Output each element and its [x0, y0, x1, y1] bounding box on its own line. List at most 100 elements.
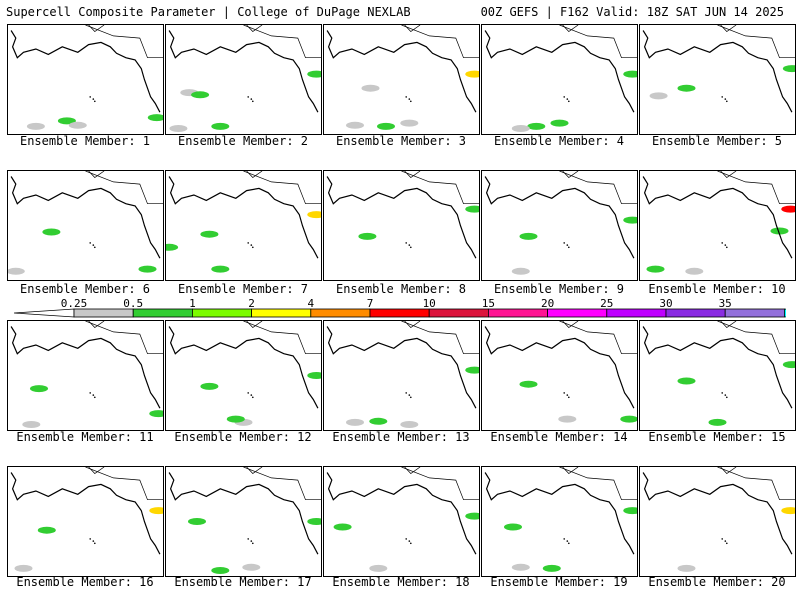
scp-area	[465, 512, 479, 520]
colorbar-segment	[547, 308, 608, 318]
border-line	[85, 171, 163, 205]
border-line	[401, 321, 479, 355]
scp-area	[620, 415, 637, 423]
island	[94, 542, 96, 545]
map-canvas	[10, 25, 163, 130]
island	[247, 538, 249, 540]
island	[566, 540, 569, 542]
scp-area	[211, 567, 230, 574]
scp-area	[169, 125, 188, 132]
colorbar-tick-label: 4	[307, 297, 315, 310]
colorbar	[14, 308, 786, 318]
colorbar-tick-label: 35	[718, 297, 732, 310]
island	[410, 396, 412, 399]
border-line	[85, 25, 163, 59]
map-canvas	[642, 467, 795, 572]
border-line	[720, 467, 737, 474]
member-map-1	[7, 24, 164, 135]
member-map-6	[7, 170, 164, 281]
map-canvas	[168, 321, 321, 426]
island	[568, 542, 570, 545]
coastline	[326, 472, 477, 555]
island	[566, 394, 569, 396]
scp-area	[8, 267, 25, 275]
scp-area	[149, 410, 163, 418]
coastline	[168, 176, 319, 259]
map-canvas	[10, 321, 163, 428]
scp-area	[149, 507, 163, 515]
scp-area	[369, 564, 388, 572]
scp-area	[558, 415, 577, 423]
scp-area	[346, 121, 364, 129]
scp-area	[465, 366, 479, 374]
member-caption: Ensemble Member: 2	[177, 134, 309, 148]
island	[405, 538, 407, 540]
coastline	[168, 30, 319, 113]
coastline	[484, 176, 635, 259]
scp-area	[333, 523, 352, 531]
member-caption: Ensemble Member: 6	[19, 282, 151, 296]
island	[94, 100, 96, 103]
member-map-13	[323, 320, 480, 431]
colorbar-segment	[428, 308, 489, 318]
colorbar-under-arrow	[14, 308, 75, 318]
scp-area	[37, 526, 56, 534]
member-caption: Ensemble Member: 15	[648, 430, 786, 444]
border-line	[717, 321, 795, 355]
scp-area	[685, 267, 704, 275]
map-canvas	[326, 321, 479, 428]
border-line	[243, 321, 321, 355]
scp-area	[200, 230, 219, 238]
scp-area	[346, 418, 364, 426]
scp-area	[30, 385, 48, 393]
member-caption: Ensemble Member: 12	[174, 430, 312, 444]
border-line	[404, 171, 421, 178]
member-caption: Ensemble Member: 13	[332, 430, 470, 444]
member-map-20	[639, 466, 796, 577]
member-map-2	[165, 24, 322, 135]
map-canvas	[168, 467, 321, 574]
member-caption: Ensemble Member: 7	[177, 282, 309, 296]
member-caption: Ensemble Member: 19	[490, 575, 628, 589]
member-caption: Ensemble Member: 14	[490, 430, 628, 444]
map-canvas	[168, 25, 321, 132]
border-line	[85, 321, 163, 355]
scp-area	[677, 564, 696, 572]
colorbar-tick-label: 0.25	[60, 297, 88, 310]
colorbar-segment	[606, 308, 667, 318]
border-line	[404, 321, 421, 328]
border-line	[720, 171, 737, 178]
colorbar-tick-label: 1	[189, 297, 196, 310]
border-line	[401, 25, 479, 59]
scp-area	[191, 91, 210, 99]
island	[252, 396, 254, 399]
island	[247, 96, 249, 98]
coastline	[326, 176, 477, 259]
border-line	[562, 25, 579, 32]
island	[92, 540, 95, 542]
coastline	[484, 30, 635, 113]
map-canvas	[10, 467, 163, 572]
member-map-12	[165, 320, 322, 431]
map-canvas	[642, 171, 795, 275]
border-line	[559, 171, 637, 205]
coastline	[326, 326, 477, 409]
border-line	[246, 467, 263, 474]
border-line	[404, 25, 421, 32]
scp-area	[708, 418, 727, 426]
border-line	[559, 25, 637, 59]
coastline	[484, 472, 635, 555]
island	[252, 100, 254, 103]
scp-area	[542, 564, 561, 572]
colorbar-tick-label: 15	[481, 297, 496, 310]
colorbar-tick-label: 0.5	[123, 297, 144, 310]
island	[252, 542, 254, 545]
scp-area	[649, 92, 668, 100]
scp-area	[57, 117, 76, 125]
scp-area	[42, 228, 61, 236]
coastline	[10, 472, 161, 555]
map-canvas	[484, 25, 637, 132]
map-canvas	[8, 171, 163, 275]
map-canvas	[326, 467, 479, 572]
island	[410, 246, 412, 249]
